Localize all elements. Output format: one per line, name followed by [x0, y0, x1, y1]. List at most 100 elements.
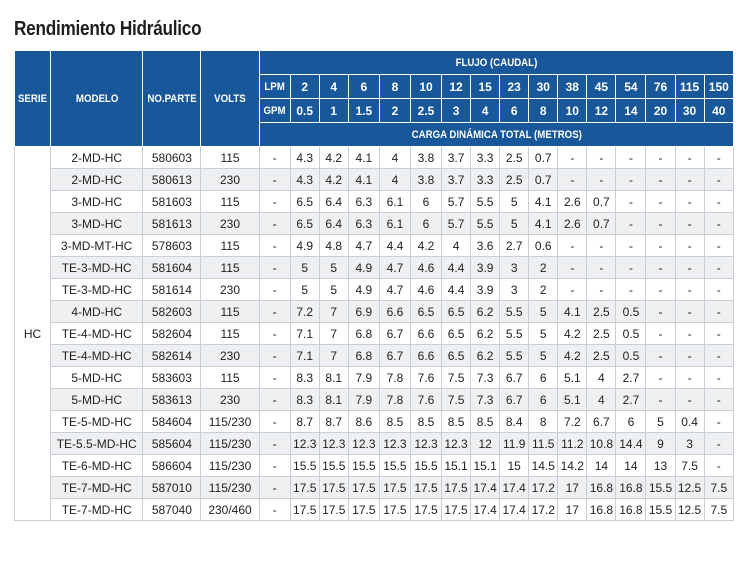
no-parte-cell: 581603 — [142, 190, 202, 213]
header-flujo: FLUJO (CAUDAL) — [258, 50, 735, 75]
head-value-cell: - — [557, 256, 588, 279]
head-value-cell: - — [645, 256, 676, 279]
gpm-value: 40 — [703, 98, 735, 123]
head-value-cell: - — [615, 190, 647, 213]
head-value-cell: - — [674, 212, 705, 235]
volts-cell: 115 — [200, 300, 260, 323]
header-no-parte: NO.PARTE — [142, 50, 202, 147]
head-value-cell: - — [645, 278, 676, 301]
head-value-cell: 8.5 — [470, 410, 501, 433]
volts-cell: 115/230 — [200, 454, 260, 477]
blank-cell: - — [258, 366, 291, 389]
head-value-cell: 11.2 — [557, 432, 588, 455]
head-value-cell: 17.4 — [499, 476, 530, 499]
head-value-cell: 17.5 — [347, 498, 380, 521]
head-value-cell: - — [557, 278, 588, 301]
head-value-cell: 5 — [318, 256, 349, 279]
head-value-cell: 4.3 — [289, 146, 320, 169]
volts-cell: 115 — [200, 190, 260, 213]
head-value-cell: 6.6 — [378, 300, 411, 323]
head-value-cell: 8.5 — [378, 410, 411, 433]
gpm-value: 4 — [470, 98, 501, 123]
head-value-cell: - — [703, 234, 735, 257]
head-value-cell: 12.5 — [674, 476, 705, 499]
head-value-cell: 5.7 — [441, 212, 472, 235]
gpm-value: 0.5 — [289, 98, 320, 123]
modelo-cell: TE-7-MD-HC — [50, 476, 144, 499]
header-volts: VOLTS — [200, 50, 260, 147]
volts-cell: 115/230 — [200, 410, 260, 433]
head-value-cell: 7.5 — [441, 366, 472, 389]
head-value-cell: - — [703, 388, 735, 411]
head-value-cell: 4 — [586, 366, 617, 389]
no-parte-cell: 582604 — [142, 322, 202, 345]
head-value-cell: 6.6 — [409, 344, 443, 367]
head-value-cell: 5 — [528, 300, 559, 323]
head-value-cell: 5.1 — [557, 388, 588, 411]
head-value-cell: 2.7 — [499, 234, 530, 257]
head-value-cell: 17.5 — [409, 476, 443, 499]
head-value-cell: 4.2 — [557, 322, 588, 345]
blank-cell: - — [258, 344, 291, 367]
head-value-cell: 12.3 — [441, 432, 472, 455]
head-value-cell: 5.7 — [441, 190, 472, 213]
head-value-cell: 6.7 — [378, 322, 411, 345]
header-lpm-label: LPM — [258, 74, 291, 99]
gpm-value: 10 — [557, 98, 588, 123]
modelo-cell: 2-MD-HC — [50, 146, 144, 169]
head-value-cell: 13 — [645, 454, 676, 477]
no-parte-cell: 583613 — [142, 388, 202, 411]
head-value-cell: 7 — [318, 322, 349, 345]
modelo-cell: 2-MD-HC — [50, 168, 144, 191]
head-value-cell: 5 — [289, 256, 320, 279]
head-value-cell: - — [703, 300, 735, 323]
blank-cell: - — [258, 432, 291, 455]
volts-cell: 230 — [200, 278, 260, 301]
table-row: TE-4-MD-HC 582614 230-7.1 7 6.8 6.7 6.6 6.5 6.2 5… — [15, 344, 735, 367]
head-value-cell: - — [674, 344, 705, 367]
head-value-cell: 8.4 — [499, 410, 530, 433]
head-value-cell: - — [703, 454, 735, 477]
head-value-cell: 17.5 — [318, 476, 349, 499]
head-value-cell: 2.5 — [586, 322, 617, 345]
head-value-cell: - — [557, 234, 588, 257]
lpm-value: 4 — [318, 74, 349, 99]
head-value-cell: - — [615, 256, 647, 279]
table-row: 3-MD-MT-HC 578603 115-4.9 4.8 4.7 4.4 4.2 4 3.6 2… — [15, 234, 735, 257]
head-value-cell: 7.6 — [409, 388, 443, 411]
head-value-cell: 6.5 — [409, 300, 443, 323]
head-value-cell: 4.4 — [378, 234, 411, 257]
no-parte-cell: 585604 — [142, 432, 202, 455]
head-value-cell: - — [674, 366, 705, 389]
head-value-cell: 17.5 — [318, 498, 349, 521]
head-value-cell: 4.7 — [378, 256, 411, 279]
table-row: TE-7-MD-HC 587040 230/460-17.5 17.5 17.5 17.5… — [15, 498, 735, 521]
no-parte-cell: 586604 — [142, 454, 202, 477]
head-value-cell: - — [557, 168, 588, 191]
head-value-cell: - — [645, 344, 676, 367]
head-value-cell: 2.7 — [615, 388, 647, 411]
head-value-cell: 5.5 — [499, 322, 530, 345]
head-value-cell: - — [703, 366, 735, 389]
head-value-cell: 14.4 — [615, 432, 647, 455]
head-value-cell: 6.5 — [441, 322, 472, 345]
table-row: TE-5-MD-HC 584604 115/230-8.7 8.7 8.6 8.5 8.5 8… — [15, 410, 735, 433]
blank-cell: - — [258, 322, 291, 345]
head-value-cell: 17.2 — [528, 476, 559, 499]
head-value-cell: 6.1 — [378, 212, 411, 235]
head-value-cell: 8.1 — [318, 388, 349, 411]
head-value-cell: 3.9 — [470, 256, 501, 279]
blank-cell: - — [258, 146, 291, 169]
head-value-cell: 4.4 — [441, 278, 472, 301]
gpm-value: 1.5 — [347, 98, 380, 123]
blank-cell: - — [258, 212, 291, 235]
head-value-cell: 4.6 — [409, 278, 443, 301]
modelo-cell: 5-MD-HC — [50, 366, 144, 389]
head-value-cell: 4 — [441, 234, 472, 257]
head-value-cell: 0.7 — [528, 168, 559, 191]
modelo-cell: TE-4-MD-HC — [50, 322, 144, 345]
head-value-cell: 12.3 — [347, 432, 380, 455]
head-value-cell: 6 — [409, 212, 443, 235]
head-value-cell: - — [703, 344, 735, 367]
gpm-value: 2.5 — [409, 98, 443, 123]
